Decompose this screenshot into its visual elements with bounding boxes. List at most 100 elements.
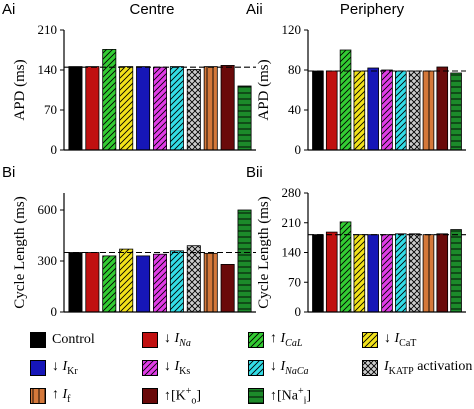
bar-10 [220, 263, 235, 313]
legend-label-arrow: ↓ [270, 359, 281, 375]
legend-label-sym: I [174, 331, 180, 347]
legend-label-arrow: ↑ [52, 387, 63, 403]
legend-item-10: ↑[K+o] [142, 386, 201, 406]
bar-11 [237, 85, 252, 151]
legend-label-sub: Kr [67, 365, 78, 377]
legend-label-sub: f [67, 393, 71, 405]
legend-label-sub: NaCa [285, 365, 309, 377]
bar-6 [153, 66, 168, 151]
legend-label-sub: i [303, 395, 307, 407]
y-axis-label: APD (ms) [256, 59, 272, 120]
bar-10 [436, 66, 449, 151]
bar-3 [102, 255, 117, 313]
panel-bi: Bi 0 300 600 Cycle Length (ms) [2, 164, 256, 319]
bar-1 [312, 70, 324, 151]
panel-label: Aii [246, 1, 263, 18]
bar-1 [312, 234, 324, 313]
bar-7 [169, 66, 184, 151]
bar-2 [85, 66, 100, 151]
legend-label-arrow: ↑ [164, 388, 171, 404]
y-tick-label: 300 [38, 253, 58, 268]
y-axis-label: Cycle Length (ms) [12, 196, 28, 308]
legend-swatch [142, 388, 158, 404]
y-axis-label: APD (ms) [12, 59, 28, 120]
legend-swatch [362, 360, 378, 376]
y-tick-label: 140 [38, 62, 58, 77]
y-tick-label: 80 [288, 62, 301, 77]
bar-10 [220, 65, 235, 151]
legend-label-sym: I [394, 331, 400, 347]
legend-label-sym: I [62, 359, 68, 375]
legend-label-arrow: ↓ [384, 331, 395, 347]
legend-label-suffix: ] [306, 388, 312, 404]
y-tick-label: 280 [282, 185, 302, 200]
bar-11 [237, 209, 252, 313]
legend-swatch [362, 332, 378, 348]
legend-label: ↓ IKr [52, 359, 78, 377]
bar-3 [339, 221, 352, 313]
bar-9 [203, 66, 218, 151]
panel-ai: Ai 0 70 140 210 APD (ms) [2, 1, 256, 157]
legend-label-sup: + [298, 385, 304, 397]
y-tick-label: 120 [282, 22, 302, 37]
legend-label-sym: I [280, 331, 286, 347]
legend-label-sym: I [280, 359, 286, 375]
legend-label: ↑ If [52, 387, 71, 405]
y-tick-label: 600 [38, 202, 58, 217]
bar-11 [450, 72, 462, 151]
legend-label-arrow: ↓ [164, 331, 175, 347]
bar-7 [395, 233, 407, 313]
legend-item-11: ↑[Na+i] [248, 386, 311, 406]
legend-label: ↓ INa [164, 331, 191, 349]
legend-label-arrow: ↑ [270, 388, 277, 404]
bar-2 [85, 252, 100, 313]
legend-label: ↓ ICaT [384, 331, 416, 349]
bar-1 [68, 66, 83, 151]
legend-label: ↑[Na+i] [270, 386, 311, 406]
legend-label-sym: Control [52, 332, 95, 347]
legend-swatch [142, 360, 158, 376]
y-tick-label: 40 [288, 102, 301, 117]
legend-label-sub: Na [179, 337, 191, 349]
column-title-centre: Centre [129, 1, 174, 18]
bar-9 [422, 70, 435, 151]
legend-label-sub: CaL [285, 337, 303, 349]
legend-swatch [30, 388, 46, 404]
legend-swatch [248, 332, 264, 348]
legend-swatch [248, 360, 264, 376]
legend-label-sym: I [62, 387, 68, 403]
y-tick-label: 210 [282, 215, 302, 230]
legend-label-sym: I [384, 359, 389, 375]
bar-9 [203, 252, 218, 313]
legend-label-arrow: ↓ [52, 359, 63, 375]
legend-label-sym: I [174, 359, 180, 375]
bar-8 [186, 69, 201, 151]
legend-swatch [30, 332, 46, 348]
legend-item-7: ↓ INaCa [248, 358, 309, 378]
y-tick-label: 70 [288, 274, 301, 289]
bar-6 [381, 69, 393, 151]
bar-7 [169, 250, 184, 313]
panel-aii: Aii 0 40 80 120 APD (ms) [246, 1, 466, 157]
legend-label-sym: [Na [277, 388, 298, 404]
legend-label-sub: CaT [399, 337, 417, 349]
panel-label: Ai [2, 1, 15, 18]
legend-label-suffix: ] [196, 388, 202, 404]
bar-6 [153, 253, 168, 313]
bar-5 [136, 66, 151, 151]
legend-item-2: ↓ INa [142, 330, 191, 350]
bar-11 [450, 229, 462, 313]
legend-label-sub: o [191, 395, 197, 407]
legend-label-sub: KATP [388, 365, 414, 377]
legend-label-arrow: ↓ [164, 359, 175, 375]
legend-label: IKATP activation [384, 359, 472, 377]
bar-2 [325, 70, 338, 151]
bar-3 [102, 49, 117, 151]
legend-label-suffix: activation [413, 359, 473, 375]
bar-5 [136, 255, 151, 313]
panel-bii: Bii 0 70 140 210 280 Cycle Length (ms) [246, 164, 466, 319]
legend-item-9: ↑ If [30, 386, 71, 406]
bar-4 [119, 248, 134, 313]
legend-item-5: ↓ IKr [30, 358, 78, 378]
